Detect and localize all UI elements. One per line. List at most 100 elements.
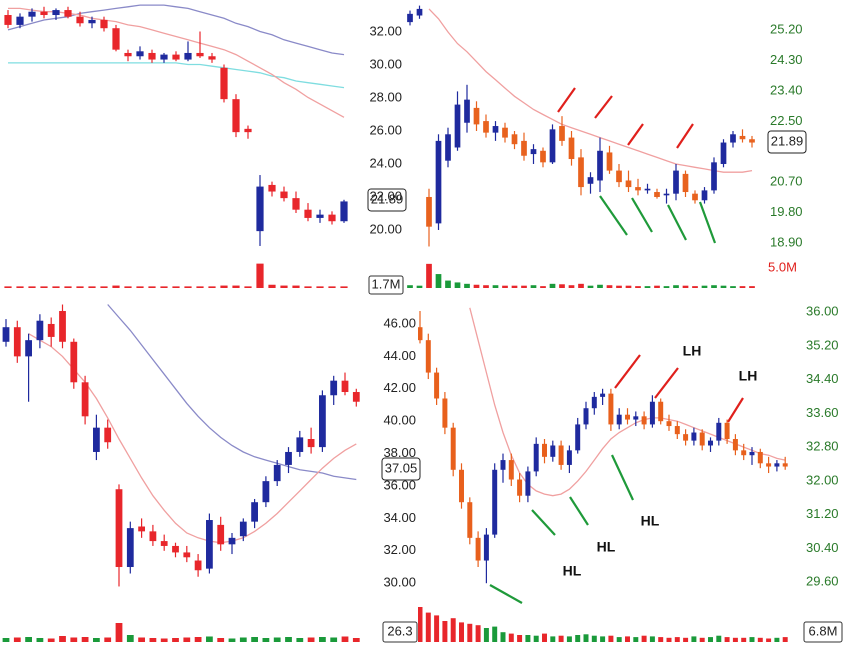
trend-line <box>614 354 641 389</box>
price-label: 21.89 <box>371 191 404 206</box>
y-tick-label: 42.00 <box>383 380 416 395</box>
candle-body <box>126 528 134 568</box>
candle-body <box>217 524 225 545</box>
volume-bar <box>40 286 48 288</box>
volume-bar <box>425 612 431 642</box>
candle-body <box>525 471 531 496</box>
volume-bar <box>124 286 132 288</box>
y2-tick-label: 32.80 <box>806 439 839 454</box>
y-tick-label: 32.00 <box>383 542 416 557</box>
y-tick-label: 30.00 <box>369 56 402 71</box>
candle-body <box>766 463 772 467</box>
candle-body <box>100 19 108 29</box>
candle-body <box>467 502 473 538</box>
candle-body <box>196 52 204 57</box>
candle-body <box>194 560 202 571</box>
volume-bar <box>517 635 523 642</box>
y2-tick-label: 29.60 <box>806 573 839 588</box>
volume-bar <box>262 638 270 642</box>
volume-bar <box>540 286 546 288</box>
label-box <box>382 621 418 643</box>
candle-body <box>4 15 12 25</box>
candle-body <box>635 187 641 191</box>
y2-tick-label: 20.70 <box>770 174 803 189</box>
y2-tick-label: 22.50 <box>770 113 803 128</box>
volume-bar <box>483 628 489 642</box>
candle-body <box>578 157 584 188</box>
candle-body <box>568 137 575 160</box>
volume-bar <box>732 637 738 642</box>
trend-line <box>676 123 694 149</box>
volume-bar <box>100 286 108 288</box>
volume-bar <box>13 637 21 642</box>
candle-body <box>550 445 556 457</box>
candle-body <box>450 427 456 470</box>
volume-bar <box>36 638 44 642</box>
panel <box>418 307 788 642</box>
candle-body <box>160 541 168 546</box>
candle-body <box>692 193 698 201</box>
y2-tick-label: 25.20 <box>770 22 803 37</box>
volume-bar <box>304 286 312 288</box>
candle-body <box>208 56 216 60</box>
candle-body <box>575 424 581 451</box>
candle-body <box>13 327 21 357</box>
candle-body <box>741 450 747 456</box>
candle-body <box>492 126 499 133</box>
candle-body <box>682 173 689 193</box>
candle-body <box>542 443 547 457</box>
volume-bar <box>64 286 72 288</box>
volume-bar <box>217 638 225 642</box>
volume-bar <box>232 285 240 288</box>
volume-bar <box>757 637 763 642</box>
volume-bar <box>319 637 326 642</box>
candle-body <box>533 443 539 472</box>
candle-body <box>606 152 613 171</box>
trend-line <box>599 195 628 236</box>
volume-bar <box>708 637 713 642</box>
volume-bar <box>228 638 236 642</box>
volume-bar <box>625 285 632 288</box>
volume-bar <box>341 636 349 642</box>
candle-body <box>70 341 78 383</box>
candle-body <box>256 186 264 232</box>
candle-body <box>483 534 489 561</box>
candle-body <box>316 214 324 218</box>
volume-bar <box>608 635 614 642</box>
volume-bar <box>475 625 481 642</box>
volume-bar <box>442 621 448 642</box>
trend-line <box>569 496 589 526</box>
y2-tick-label: 31.20 <box>806 506 839 521</box>
volume-bar <box>724 637 730 642</box>
volume-bar <box>654 285 660 288</box>
trend-line <box>594 95 613 119</box>
price-label-box <box>767 130 807 154</box>
candle-body <box>93 427 100 452</box>
y-tick-label: 46.00 <box>383 315 416 330</box>
annotation: HL <box>563 563 582 579</box>
candle-body <box>47 323 55 337</box>
candle-body <box>492 469 498 535</box>
candle-body <box>511 134 518 145</box>
candle-body <box>149 531 157 542</box>
candle-body <box>262 481 270 503</box>
volume-bar <box>112 285 120 288</box>
candle-body <box>521 140 527 156</box>
volume-bar <box>16 286 24 288</box>
volume-bar <box>340 286 348 288</box>
candle-body <box>206 520 213 569</box>
y-tick-label: 22.00 <box>369 188 402 203</box>
volume-bar <box>244 286 252 288</box>
volume-bar <box>292 285 300 288</box>
moving-average <box>428 8 753 173</box>
candle-body <box>540 150 546 163</box>
trend-line <box>631 197 653 233</box>
volume-bar <box>666 637 672 642</box>
volume-bar <box>641 635 647 642</box>
volume-bar <box>136 286 144 288</box>
candle-body <box>407 13 413 23</box>
volume-bar <box>511 285 518 288</box>
volume-bar <box>682 285 689 288</box>
candle-body <box>136 51 144 57</box>
candle-body <box>663 193 670 196</box>
